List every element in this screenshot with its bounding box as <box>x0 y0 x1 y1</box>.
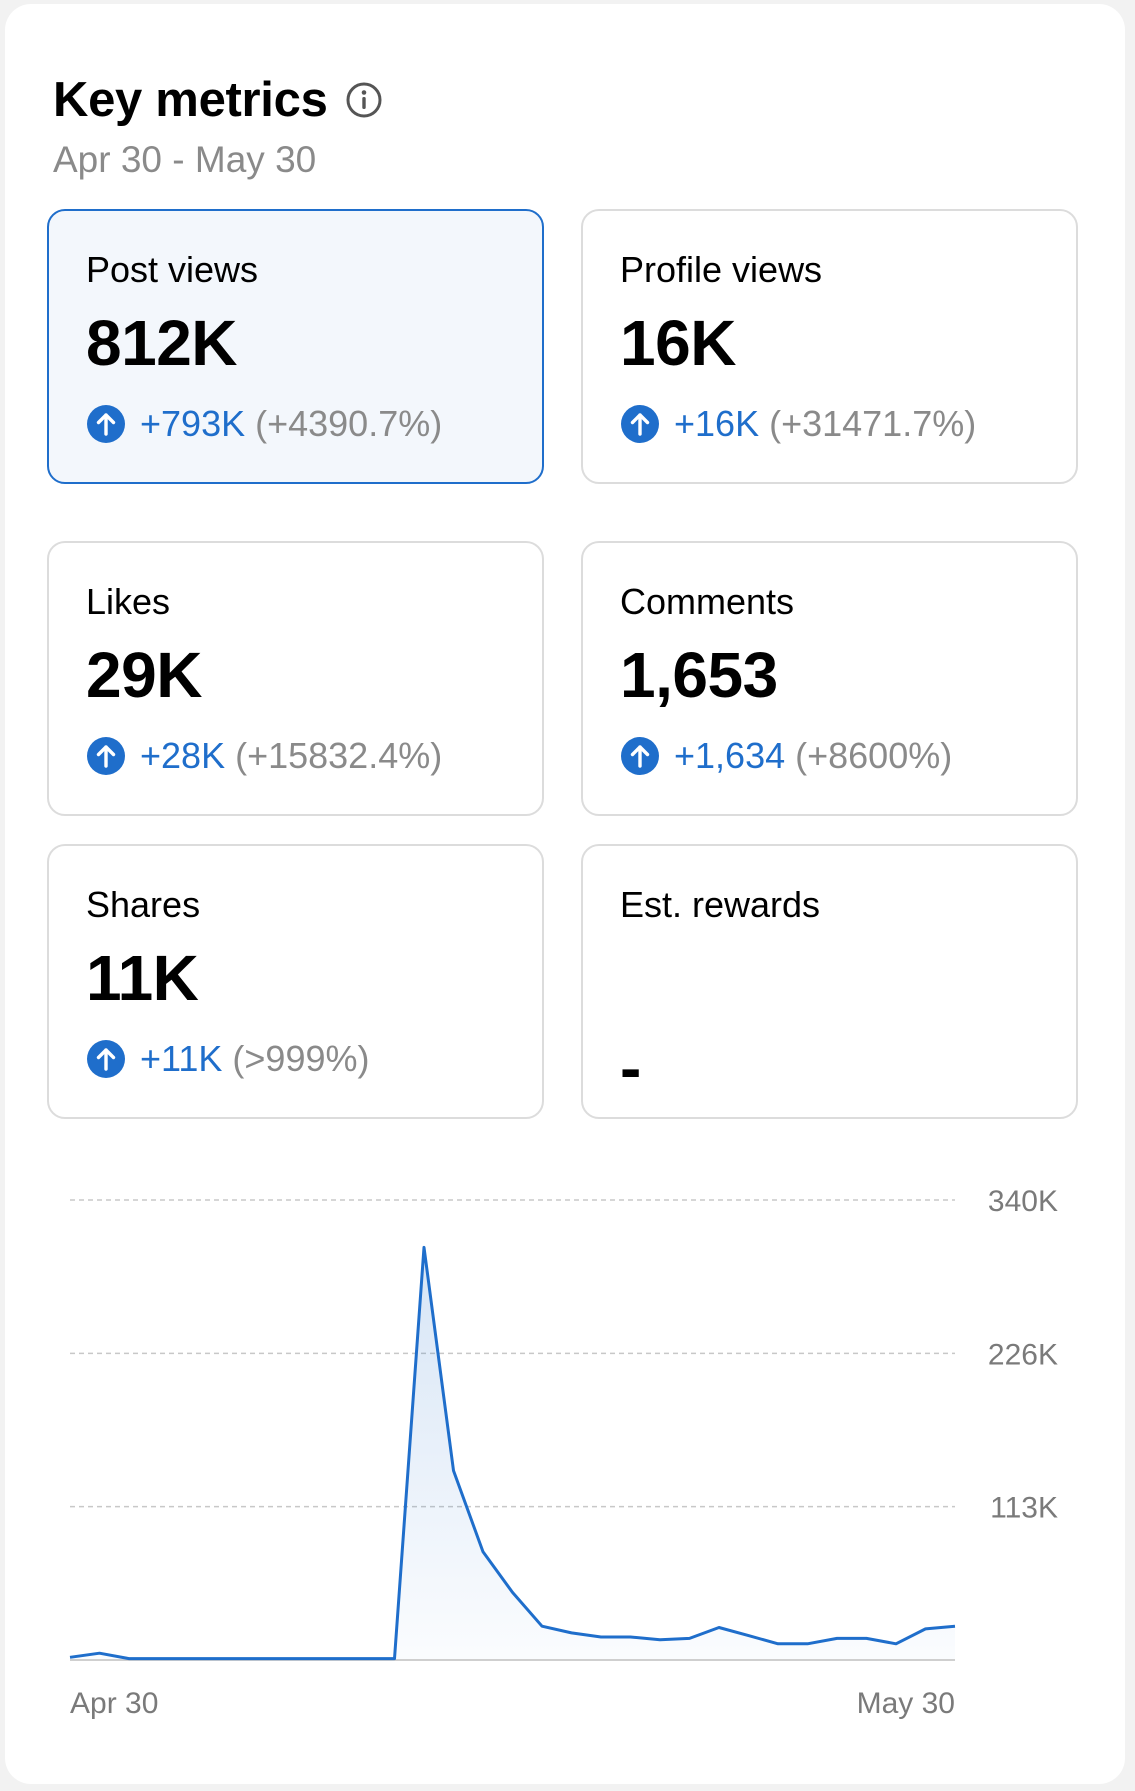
chart-data-point <box>333 1656 339 1662</box>
metric-percent: (+8600%) <box>795 735 953 776</box>
chart-data-point <box>421 1244 427 1250</box>
chart-data-point <box>834 1635 840 1641</box>
x-tick-label-end: May 30 <box>857 1687 955 1720</box>
chart-data-point <box>362 1656 368 1662</box>
metric-label: Comments <box>620 581 795 622</box>
metric-label: Shares <box>86 884 201 925</box>
chart-data-point <box>392 1656 398 1662</box>
chart-data-point <box>126 1656 132 1662</box>
metric-label: Post views <box>86 249 259 290</box>
arrow-up-circle-icon <box>620 404 660 444</box>
metric-tile-est-rewards[interactable]: Est. rewards - <box>581 844 1078 1119</box>
metric-value: - <box>620 1032 642 1104</box>
chart-data-point <box>864 1635 870 1641</box>
arrow-up-circle-icon <box>86 1039 126 1079</box>
metric-value: 1,653 <box>620 639 778 711</box>
chart-data-point <box>628 1634 634 1640</box>
metric-percent: (+31471.7%) <box>769 403 977 444</box>
metric-delta-row: +16K (+31471.7%) <box>620 403 976 445</box>
metric-percent: (+15832.4%) <box>235 735 443 776</box>
chart-data-point <box>657 1637 663 1643</box>
chart-area <box>70 1247 955 1660</box>
metric-label: Est. rewards <box>620 884 821 925</box>
date-range: Apr 30 - May 30 <box>53 139 317 180</box>
metric-percent: (>999%) <box>232 1038 370 1079</box>
metric-delta: +16K <box>674 403 760 444</box>
chart-data-point <box>569 1630 575 1636</box>
chart-data-point <box>67 1654 73 1660</box>
chart-svg: 340K 226K 113K Apr 30 May 30 <box>67 1185 1058 1720</box>
metric-value: 11K <box>86 942 199 1014</box>
metric-tile-shares[interactable]: Shares 11K +11K (>999%) <box>47 844 544 1119</box>
chart-data-point <box>480 1549 486 1555</box>
metric-value: 812K <box>86 307 238 379</box>
metric-value: 16K <box>620 307 736 379</box>
arrow-up-circle-icon <box>86 736 126 776</box>
metric-delta: +1,634 <box>674 735 786 776</box>
y-tick-label: 113K <box>990 1492 1058 1525</box>
info-icon[interactable] <box>344 80 384 120</box>
chart-data-point <box>510 1589 516 1595</box>
chart-data-point <box>893 1641 899 1647</box>
arrow-up-circle-icon <box>86 404 126 444</box>
metric-delta-row: +11K (>999%) <box>86 1038 369 1080</box>
chart-data-point <box>97 1650 103 1656</box>
chart-data-point <box>716 1625 722 1631</box>
metric-delta: +28K <box>140 735 226 776</box>
chart-data-point <box>451 1468 457 1474</box>
metric-label: Likes <box>86 581 171 622</box>
chart-data-point <box>687 1635 693 1641</box>
metric-delta-row: +28K (+15832.4%) <box>86 735 442 777</box>
title-row: Key metrics <box>53 72 384 128</box>
metric-tile-likes[interactable]: Likes 29K +28K (+15832.4%) <box>47 541 544 816</box>
chart-data-point <box>274 1656 280 1662</box>
metric-delta: +11K <box>140 1038 223 1079</box>
chart-data-point <box>539 1623 545 1629</box>
chart-data-point <box>244 1656 250 1662</box>
y-tick-label: 226K <box>988 1338 1058 1371</box>
chart-data-point <box>156 1656 162 1662</box>
x-tick-label-start: Apr 30 <box>70 1687 158 1720</box>
metric-delta-row: +793K (+4390.7%) <box>86 403 442 445</box>
chart-data-point <box>303 1656 309 1662</box>
chart-data-point <box>805 1641 811 1647</box>
metric-delta-row: +1,634 (+8600%) <box>620 735 952 777</box>
y-tick-label: 340K <box>988 1185 1058 1218</box>
chart-data-point <box>952 1623 958 1629</box>
metric-tile-post-views[interactable]: Post views 812K +793K (+4390.7%) <box>47 209 544 484</box>
metric-tile-profile-views[interactable]: Profile views 16K +16K (+31471.7%) <box>581 209 1078 484</box>
chart-data-point <box>746 1633 752 1639</box>
chart-data-point <box>923 1626 929 1632</box>
page-title: Key metrics <box>53 73 328 127</box>
metric-tile-comments[interactable]: Comments 1,653 +1,634 (+8600%) <box>581 541 1078 816</box>
metric-delta: +793K <box>140 403 246 444</box>
chart-data-point <box>215 1656 221 1662</box>
chart-data-point <box>598 1634 604 1640</box>
metric-label: Profile views <box>620 249 823 290</box>
arrow-up-circle-icon <box>620 736 660 776</box>
metric-value: 29K <box>86 639 202 711</box>
chart-data-point <box>185 1656 191 1662</box>
chart-series-line <box>69 1245 956 1661</box>
metric-percent: (+4390.7%) <box>255 403 443 444</box>
chart-data-point <box>775 1641 781 1647</box>
post-views-chart: 340K 226K 113K Apr 30 May 30 <box>0 1170 1135 1730</box>
